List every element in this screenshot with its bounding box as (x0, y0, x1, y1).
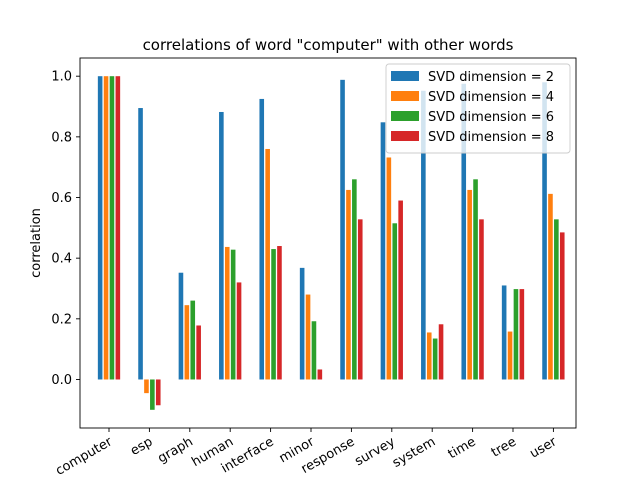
bar-time-series-1 (461, 83, 467, 380)
bar-esp-series-4 (155, 379, 161, 406)
chart-title: correlations of word "computer" with oth… (143, 36, 514, 54)
bar-user-series-4 (559, 232, 565, 380)
bar-minor-series-2 (305, 294, 311, 380)
legend-swatch-1 (391, 71, 419, 81)
bar-graph-series-1 (178, 272, 184, 380)
bar-survey-series-2 (386, 157, 392, 380)
bar-computer-series-4 (115, 76, 121, 380)
bar-graph-series-4 (196, 325, 201, 380)
bar-minor-series-1 (299, 267, 305, 380)
bar-interface-series-1 (259, 98, 265, 380)
bar-response-series-3 (352, 179, 357, 380)
bar-tree-series-1 (501, 285, 507, 380)
bar-tree-series-3 (513, 289, 519, 380)
legend-label-2: SVD dimension = 4 (428, 90, 554, 105)
bar-tree-series-4 (519, 289, 525, 380)
bar-esp-series-1 (138, 108, 143, 380)
bar-computer-series-3 (109, 76, 115, 380)
bar-survey-series-1 (380, 122, 386, 380)
legend-label-3: SVD dimension = 6 (428, 110, 554, 125)
legend: SVD dimension = 2 SVD dimension = 4 SVD di… (385, 63, 571, 154)
bar-computer-series-1 (97, 76, 103, 380)
x-tick-label-system: system (390, 434, 438, 470)
legend-box (385, 63, 571, 154)
bar-interface-series-2 (265, 148, 270, 380)
axes-group (79, 57, 577, 429)
y-tick-label: 0.0 (51, 373, 72, 388)
x-tick-label-esp: esp (128, 434, 155, 459)
legend-label-1: SVD dimension = 2 (428, 70, 554, 85)
bar-graph-series-3 (190, 300, 196, 380)
y-ticks-group: 0.0 0.2 0.4 0.6 0.8 1.0 (51, 70, 80, 388)
bar-minor-series-4 (317, 369, 323, 380)
bar-response-series-2 (346, 189, 351, 380)
bar-human-series-1 (219, 111, 224, 380)
bar-survey-series-4 (398, 200, 403, 380)
y-tick-label: 0.8 (51, 130, 72, 145)
bar-interface-series-3 (271, 249, 276, 380)
bars-group (97, 76, 565, 410)
y-axis-title: correlation (29, 208, 44, 278)
bar-interface-series-4 (277, 246, 282, 380)
bar-human-series-3 (230, 249, 236, 380)
bar-minor-series-3 (311, 321, 317, 380)
bar-graph-series-2 (184, 305, 190, 380)
bar-system-series-3 (432, 338, 438, 380)
bar-time-series-4 (479, 219, 484, 380)
legend-swatch-2 (391, 91, 419, 101)
legend-swatch-3 (391, 111, 419, 121)
legend-label-4: SVD dimension = 8 (428, 130, 554, 145)
bar-system-series-2 (426, 332, 432, 380)
bar-response-series-4 (357, 219, 363, 380)
bar-human-series-2 (224, 246, 230, 380)
y-tick-label: 0.4 (51, 252, 72, 267)
y-tick-label: 0.6 (51, 191, 72, 206)
bar-response-series-1 (340, 79, 345, 380)
bar-esp-series-2 (144, 379, 149, 394)
x-tick-label-user: user (527, 434, 560, 461)
bar-system-series-1 (421, 90, 426, 380)
bar-computer-series-2 (103, 76, 109, 380)
x-tick-label-computer: computer (53, 434, 115, 479)
bar-time-series-2 (467, 189, 472, 380)
bar-tree-series-2 (507, 331, 513, 380)
bar-esp-series-3 (150, 379, 155, 410)
legend-swatch-4 (391, 131, 419, 141)
bar-system-series-4 (438, 324, 444, 380)
x-tick-label-time: time (446, 434, 479, 462)
y-tick-label: 0.2 (51, 312, 72, 327)
bar-user-series-3 (554, 219, 559, 380)
bar-user-series-2 (548, 193, 553, 380)
bar-user-series-1 (542, 82, 547, 380)
x-tick-label-graph: graph (155, 434, 195, 466)
bar-time-series-3 (473, 179, 478, 380)
plot-frame (79, 57, 577, 429)
y-tick-label: 1.0 (51, 70, 72, 85)
bar-survey-series-3 (392, 223, 398, 380)
x-tick-label-survey: survey (352, 434, 398, 469)
bar-human-series-4 (236, 282, 242, 380)
x-tick-label-tree: tree (489, 434, 519, 460)
